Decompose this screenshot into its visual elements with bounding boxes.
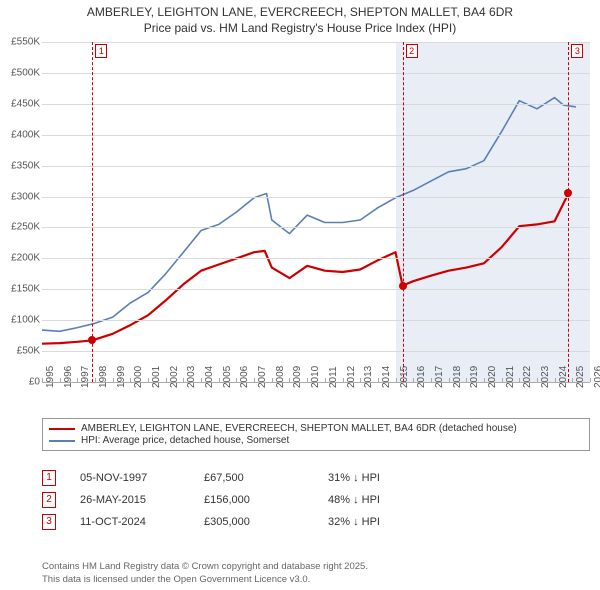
legend-row-property: AMBERLEY, LEIGHTON LANE, EVERCREECH, SHE…	[49, 423, 583, 434]
gridline	[42, 351, 590, 352]
gridline	[42, 104, 590, 105]
gridline	[42, 289, 590, 290]
legend-swatch-blue	[49, 440, 75, 442]
marker-flag: 2	[406, 44, 418, 58]
marker-dot	[564, 189, 572, 197]
y-axis-label: £100K	[2, 315, 40, 326]
y-axis-label: £300K	[2, 191, 40, 202]
y-axis-label: £450K	[2, 98, 40, 109]
gridline	[42, 258, 590, 259]
legend-label-red: AMBERLEY, LEIGHTON LANE, EVERCREECH, SHE…	[81, 423, 517, 434]
transaction-row: 2 26-MAY-2015 £156,000 48% ↓ HPI	[42, 492, 590, 508]
gridline	[42, 320, 590, 321]
marker-flag: 3	[571, 44, 583, 58]
gridline	[42, 135, 590, 136]
marker-line	[92, 42, 93, 382]
marker-dot	[88, 336, 96, 344]
transaction-date: 11-OCT-2024	[80, 516, 180, 528]
gridline	[42, 197, 590, 198]
transaction-delta: 48% ↓ HPI	[328, 494, 380, 506]
transaction-price: £156,000	[204, 494, 304, 506]
y-axis-label: £350K	[2, 160, 40, 171]
transaction-index: 2	[42, 492, 56, 508]
legend-swatch-red	[49, 428, 75, 430]
credit-line-1: Contains HM Land Registry data © Crown c…	[42, 561, 590, 573]
transaction-index: 3	[42, 514, 56, 530]
marker-line	[403, 42, 404, 382]
gridline	[42, 227, 590, 228]
transaction-row: 1 05-NOV-1997 £67,500 31% ↓ HPI	[42, 470, 590, 486]
credit-line-2: This data is licensed under the Open Gov…	[42, 574, 590, 586]
transaction-delta: 31% ↓ HPI	[328, 472, 380, 484]
chart-svg	[42, 42, 590, 382]
legend: AMBERLEY, LEIGHTON LANE, EVERCREECH, SHE…	[42, 418, 590, 451]
y-axis-label: £150K	[2, 284, 40, 295]
transaction-index: 1	[42, 470, 56, 486]
legend-row-hpi: HPI: Average price, detached house, Some…	[49, 435, 583, 446]
y-axis-label: £200K	[2, 253, 40, 264]
chart-title: AMBERLEY, LEIGHTON LANE, EVERCREECH, SHE…	[0, 0, 600, 36]
transaction-date: 05-NOV-1997	[80, 472, 180, 484]
y-axis-label: £250K	[2, 222, 40, 233]
transaction-row: 3 11-OCT-2024 £305,000 32% ↓ HPI	[42, 514, 590, 530]
transaction-price: £305,000	[204, 516, 304, 528]
gridline	[42, 166, 590, 167]
title-line-2: Price paid vs. HM Land Registry's House …	[0, 20, 600, 36]
plot-area: 1 2 3	[42, 42, 590, 383]
gridline	[42, 73, 590, 74]
transaction-delta: 32% ↓ HPI	[328, 516, 380, 528]
y-axis-label: £400K	[2, 129, 40, 140]
y-axis-label: £500K	[2, 67, 40, 78]
gridline	[42, 42, 590, 43]
transactions-table: 1 05-NOV-1997 £67,500 31% ↓ HPI 2 26-MAY-2015…	[42, 464, 590, 536]
line-hpi	[42, 98, 576, 332]
y-axis-label: £0	[2, 377, 40, 388]
marker-dot	[399, 282, 407, 290]
transaction-date: 26-MAY-2015	[80, 494, 180, 506]
marker-flag: 1	[95, 44, 107, 58]
y-axis-label: £50K	[2, 346, 40, 357]
legend-label-blue: HPI: Average price, detached house, Some…	[81, 435, 289, 446]
transaction-price: £67,500	[204, 472, 304, 484]
marker-line	[568, 42, 569, 382]
x-tick	[42, 378, 43, 382]
credit-text: Contains HM Land Registry data © Crown c…	[42, 561, 590, 586]
title-line-1: AMBERLEY, LEIGHTON LANE, EVERCREECH, SHE…	[0, 4, 600, 20]
y-axis-label: £550K	[2, 37, 40, 48]
x-axis-label: 2026	[593, 366, 600, 388]
chart-container: AMBERLEY, LEIGHTON LANE, EVERCREECH, SHE…	[0, 0, 600, 590]
